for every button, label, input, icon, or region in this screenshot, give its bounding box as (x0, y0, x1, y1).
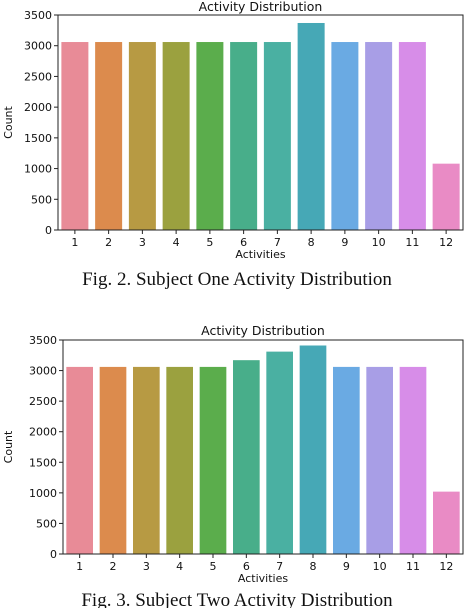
y-tick-label: 1500 (29, 456, 57, 469)
y-tick-label: 3000 (29, 365, 57, 378)
bar-4 (162, 42, 190, 230)
y-axis-label: Count (2, 430, 15, 463)
x-tick-label: 2 (105, 236, 112, 249)
x-tick-label: 1 (71, 236, 78, 249)
y-tick-label: 2000 (29, 426, 57, 439)
x-tick-label: 12 (439, 560, 453, 573)
bar-6 (233, 360, 260, 554)
bar-2 (95, 42, 123, 230)
bar-8 (299, 345, 327, 554)
y-axis-label: Count (2, 105, 15, 138)
bar-10 (365, 42, 393, 230)
bar-3 (128, 42, 156, 230)
bar-11 (399, 366, 427, 554)
figure-caption: Fig. 3. Subject Two Activity Distributio… (81, 590, 393, 608)
x-tick-label: 10 (373, 560, 387, 573)
x-tick-label: 8 (308, 236, 315, 249)
x-tick-label: 6 (243, 560, 250, 573)
plot-frame (57, 14, 464, 231)
x-tick-label: 12 (439, 236, 453, 249)
bar-6 (230, 42, 258, 230)
x-tick-label: 10 (372, 236, 386, 249)
bar-11 (398, 42, 426, 230)
x-tick-label: 9 (343, 560, 350, 573)
bar-7 (263, 42, 291, 230)
y-tick-label: 1000 (29, 487, 57, 500)
bar-4 (166, 366, 193, 554)
bar-3 (133, 366, 160, 554)
x-tick-label: 11 (405, 236, 419, 249)
y-tick-label: 2500 (29, 395, 57, 408)
x-tick-label: 1 (76, 560, 83, 573)
bar-5 (196, 42, 224, 230)
y-tick-label: 3500 (29, 334, 57, 347)
x-axis-label: Activities (238, 572, 288, 585)
bar-12 (433, 491, 460, 554)
chart-2: Activity Distribution 0 500 1000 1500 2000 250… (2, 323, 464, 608)
x-tick-label: 6 (240, 236, 247, 249)
y-tick-label: 500 (36, 517, 57, 530)
bar-5 (199, 366, 227, 554)
plot-frame (62, 339, 464, 555)
bar-10 (366, 366, 393, 554)
x-tick-label: 3 (139, 236, 146, 249)
x-tick-label: 3 (143, 560, 150, 573)
x-tick-label: 4 (176, 560, 183, 573)
y-tick-label: 0 (45, 224, 52, 237)
bar-1 (66, 366, 93, 554)
y-tick-label: 3500 (24, 9, 52, 22)
x-axis-label: Activities (235, 248, 285, 261)
x-tick-label: 9 (341, 236, 348, 249)
y-tick-label: 2500 (24, 70, 52, 83)
x-tick-label: 7 (276, 560, 283, 573)
y-tick-label: 1500 (24, 132, 52, 145)
x-tick-label: 7 (274, 236, 281, 249)
x-tick-label: 2 (110, 560, 117, 573)
bar-1 (61, 42, 89, 230)
bar-8 (297, 22, 325, 230)
bar-2 (99, 366, 127, 554)
x-tick-label: 11 (406, 560, 420, 573)
bar-7 (266, 351, 293, 554)
bar-12 (432, 163, 460, 230)
y-tick-label: 1000 (24, 163, 52, 176)
chart-1: Activity Distribution 0 500 1000 1500 2000 250… (2, 0, 464, 290)
y-tick-label: 3000 (24, 40, 52, 53)
x-tick-label: 4 (173, 236, 180, 249)
x-tick-label: 8 (310, 560, 317, 573)
y-tick-label: 2000 (24, 101, 52, 114)
bar-9 (331, 42, 359, 230)
chart-title: Activity Distribution (201, 323, 325, 338)
y-tick-label: 500 (31, 193, 52, 206)
y-tick-label: 0 (50, 548, 57, 561)
figure-caption: Fig. 2. Subject One Activity Distributio… (82, 269, 392, 290)
chart-title: Activity Distribution (199, 0, 323, 14)
bar-9 (333, 366, 360, 554)
x-tick-label: 5 (206, 236, 213, 249)
x-tick-label: 5 (210, 560, 217, 573)
